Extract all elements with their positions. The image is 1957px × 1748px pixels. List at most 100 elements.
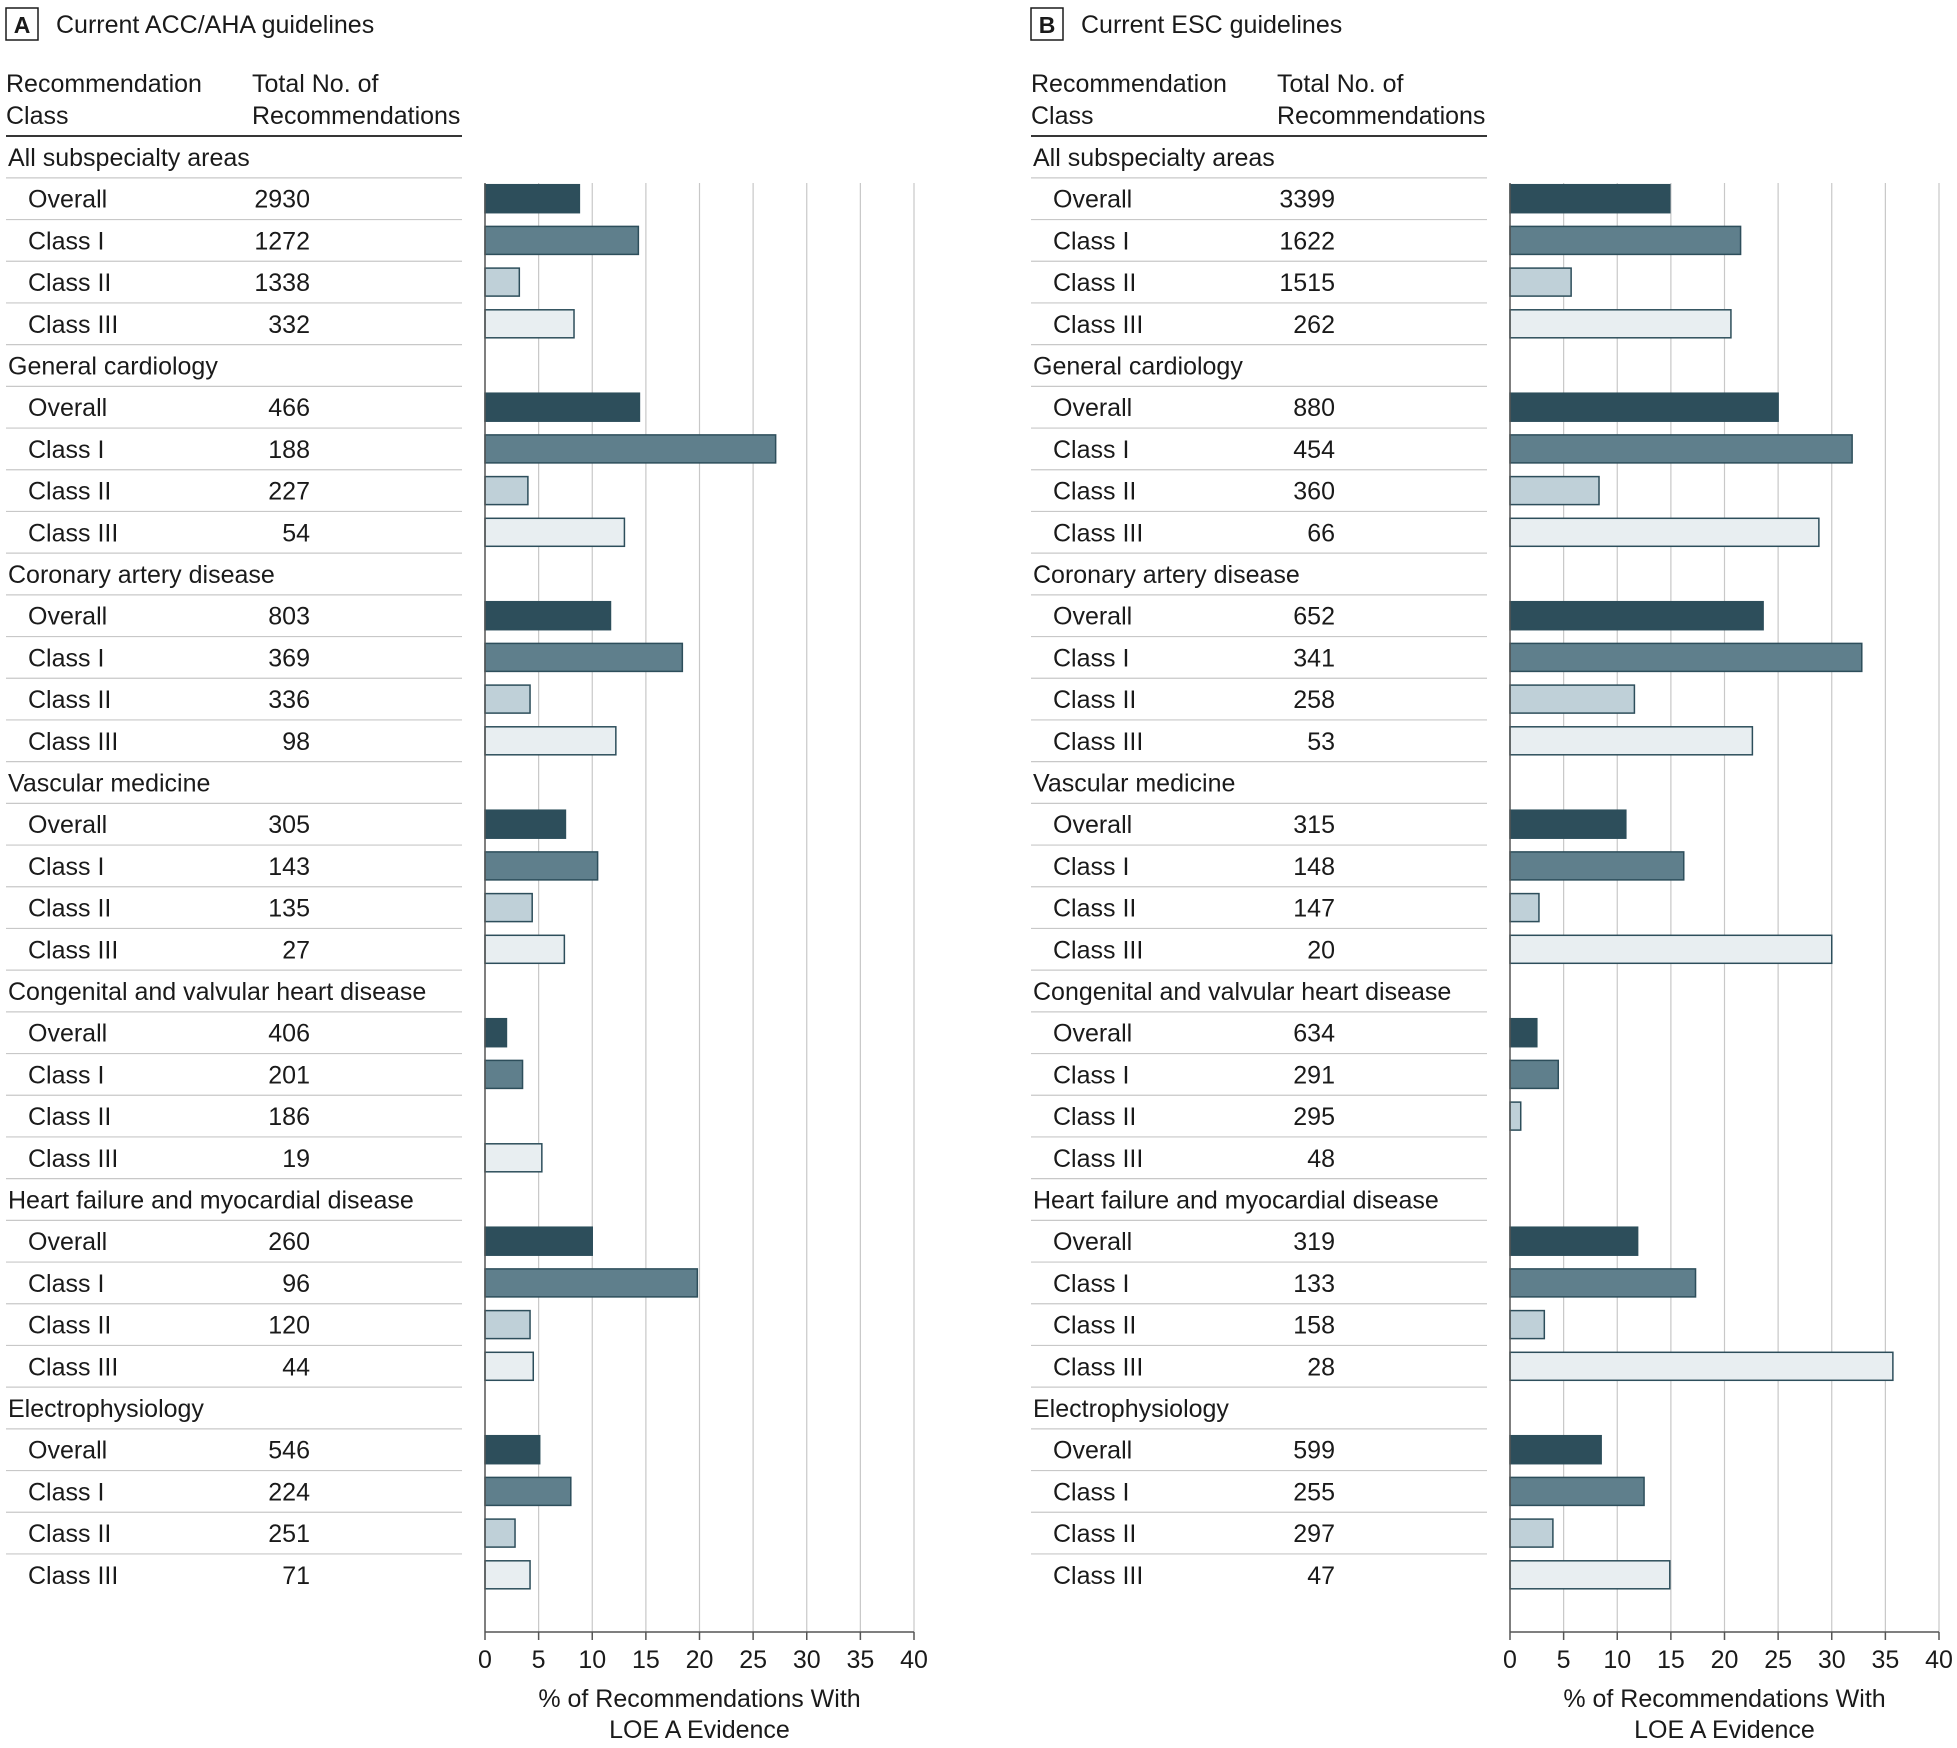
- row-total-value: 27: [282, 936, 310, 964]
- bar: [1509, 1476, 1645, 1507]
- row-class-label: Overall: [1053, 1020, 1132, 1048]
- row-total-value: 28: [1307, 1353, 1335, 1381]
- row-total-value: 251: [268, 1520, 310, 1548]
- row-total-value: 71: [282, 1562, 310, 1590]
- row-class-label: Overall: [28, 603, 107, 631]
- group-label: General cardiology: [8, 353, 218, 381]
- bar: [484, 1518, 516, 1548]
- row-total-value: 336: [268, 686, 310, 714]
- bar: [484, 1059, 524, 1090]
- bar: [1509, 267, 1572, 297]
- row-total-value: 98: [282, 728, 310, 756]
- bar: [1509, 183, 1671, 214]
- row-class-label: Overall: [28, 811, 107, 839]
- row-total-value: 2930: [254, 186, 310, 214]
- row-class-label: Overall: [1053, 603, 1132, 631]
- bar: [484, 1560, 531, 1590]
- row-class-label: Class II: [28, 1520, 111, 1548]
- row-class-label: Class III: [28, 936, 118, 964]
- bar: [1509, 851, 1685, 881]
- group-label: Vascular medicine: [8, 770, 210, 798]
- group-label: Vascular medicine: [1033, 770, 1235, 798]
- x-tick-label: 15: [632, 1646, 660, 1674]
- row-class-label: Class I: [28, 1478, 104, 1506]
- row-total-value: 186: [268, 1103, 310, 1131]
- row-class-label: Class I: [28, 644, 104, 672]
- row-class-label: Class II: [1053, 1312, 1136, 1340]
- bar: [484, 267, 521, 297]
- x-tick-label: 5: [532, 1646, 546, 1674]
- x-axis-label-line1: % of Recommendations With: [538, 1685, 860, 1713]
- row-total-value: 341: [1293, 644, 1335, 672]
- x-axis-label-line1: % of Recommendations With: [1563, 1685, 1885, 1713]
- row-class-label: Class III: [28, 1353, 118, 1381]
- group-label: Congenital and valvular heart disease: [8, 978, 426, 1006]
- x-tick-label: 5: [1557, 1646, 1571, 1674]
- bar: [484, 225, 640, 256]
- bar: [484, 1017, 508, 1048]
- row-class-label: Class III: [1053, 1353, 1143, 1381]
- row-total-value: 315: [1293, 811, 1335, 839]
- header-total-line2: Recommendations: [1277, 102, 1485, 130]
- bar: [1509, 726, 1754, 756]
- bar: [484, 309, 575, 339]
- bar: [1509, 1434, 1602, 1465]
- row-class-label: Overall: [1053, 1437, 1132, 1465]
- x-tick-label: 40: [1925, 1646, 1953, 1674]
- x-tick-label: 25: [739, 1646, 767, 1674]
- bar: [1509, 392, 1779, 422]
- row-total-value: 135: [268, 895, 310, 923]
- row-total-value: 1272: [254, 227, 310, 255]
- row-class-label: Class I: [1053, 227, 1129, 255]
- row-total-value: 258: [1293, 686, 1335, 714]
- row-total-value: 319: [1293, 1228, 1335, 1256]
- x-tick-label: 30: [1818, 1646, 1846, 1674]
- header-class-line1: Recommendation: [1031, 70, 1227, 98]
- x-tick-label: 25: [1764, 1646, 1792, 1674]
- bar: [484, 851, 599, 881]
- row-class-label: Class II: [28, 269, 111, 297]
- row-total-value: 360: [1293, 478, 1335, 506]
- group-label: Coronary artery disease: [1033, 561, 1300, 589]
- row-total-value: 305: [268, 811, 310, 839]
- bar: [1509, 892, 1540, 923]
- row-total-value: 44: [282, 1353, 310, 1381]
- row-class-label: Class II: [28, 1103, 111, 1131]
- group-label: General cardiology: [1033, 353, 1243, 381]
- row-class-label: Class III: [1053, 1562, 1143, 1590]
- row-total-value: 227: [268, 478, 310, 506]
- row-total-value: 3399: [1279, 186, 1335, 214]
- row-class-label: Class I: [1053, 436, 1129, 464]
- row-total-value: 880: [1293, 394, 1335, 422]
- row-total-value: 255: [1293, 1478, 1335, 1506]
- row-total-value: 120: [268, 1312, 310, 1340]
- row-class-label: Class I: [1053, 644, 1129, 672]
- bar: [1509, 1017, 1538, 1048]
- row-total-value: 406: [268, 1020, 310, 1048]
- row-class-label: Overall: [1053, 1228, 1132, 1256]
- row-class-label: Class III: [1053, 1145, 1143, 1173]
- bar: [1509, 1309, 1546, 1340]
- row-total-value: 201: [268, 1061, 310, 1089]
- bar: [484, 1143, 543, 1173]
- x-tick-label: 30: [793, 1646, 821, 1674]
- row-class-label: Overall: [28, 1228, 107, 1256]
- bar: [1509, 1059, 1560, 1090]
- row-class-label: Class III: [28, 1145, 118, 1173]
- row-class-label: Class II: [28, 478, 111, 506]
- row-total-value: 599: [1293, 1437, 1335, 1465]
- x-tick-label: 0: [478, 1646, 492, 1674]
- row-class-label: Class II: [1053, 478, 1136, 506]
- row-total-value: 48: [1307, 1145, 1335, 1173]
- bar: [484, 434, 777, 464]
- row-class-label: Class I: [1053, 853, 1129, 881]
- row-total-value: 47: [1307, 1562, 1335, 1590]
- row-total-value: 54: [282, 519, 310, 547]
- group-label: All subspecialty areas: [1033, 144, 1275, 172]
- row-total-value: 19: [282, 1145, 310, 1173]
- row-total-value: 297: [1293, 1520, 1335, 1548]
- row-class-label: Class III: [28, 728, 118, 756]
- row-class-label: Overall: [28, 186, 107, 214]
- bar: [484, 183, 581, 214]
